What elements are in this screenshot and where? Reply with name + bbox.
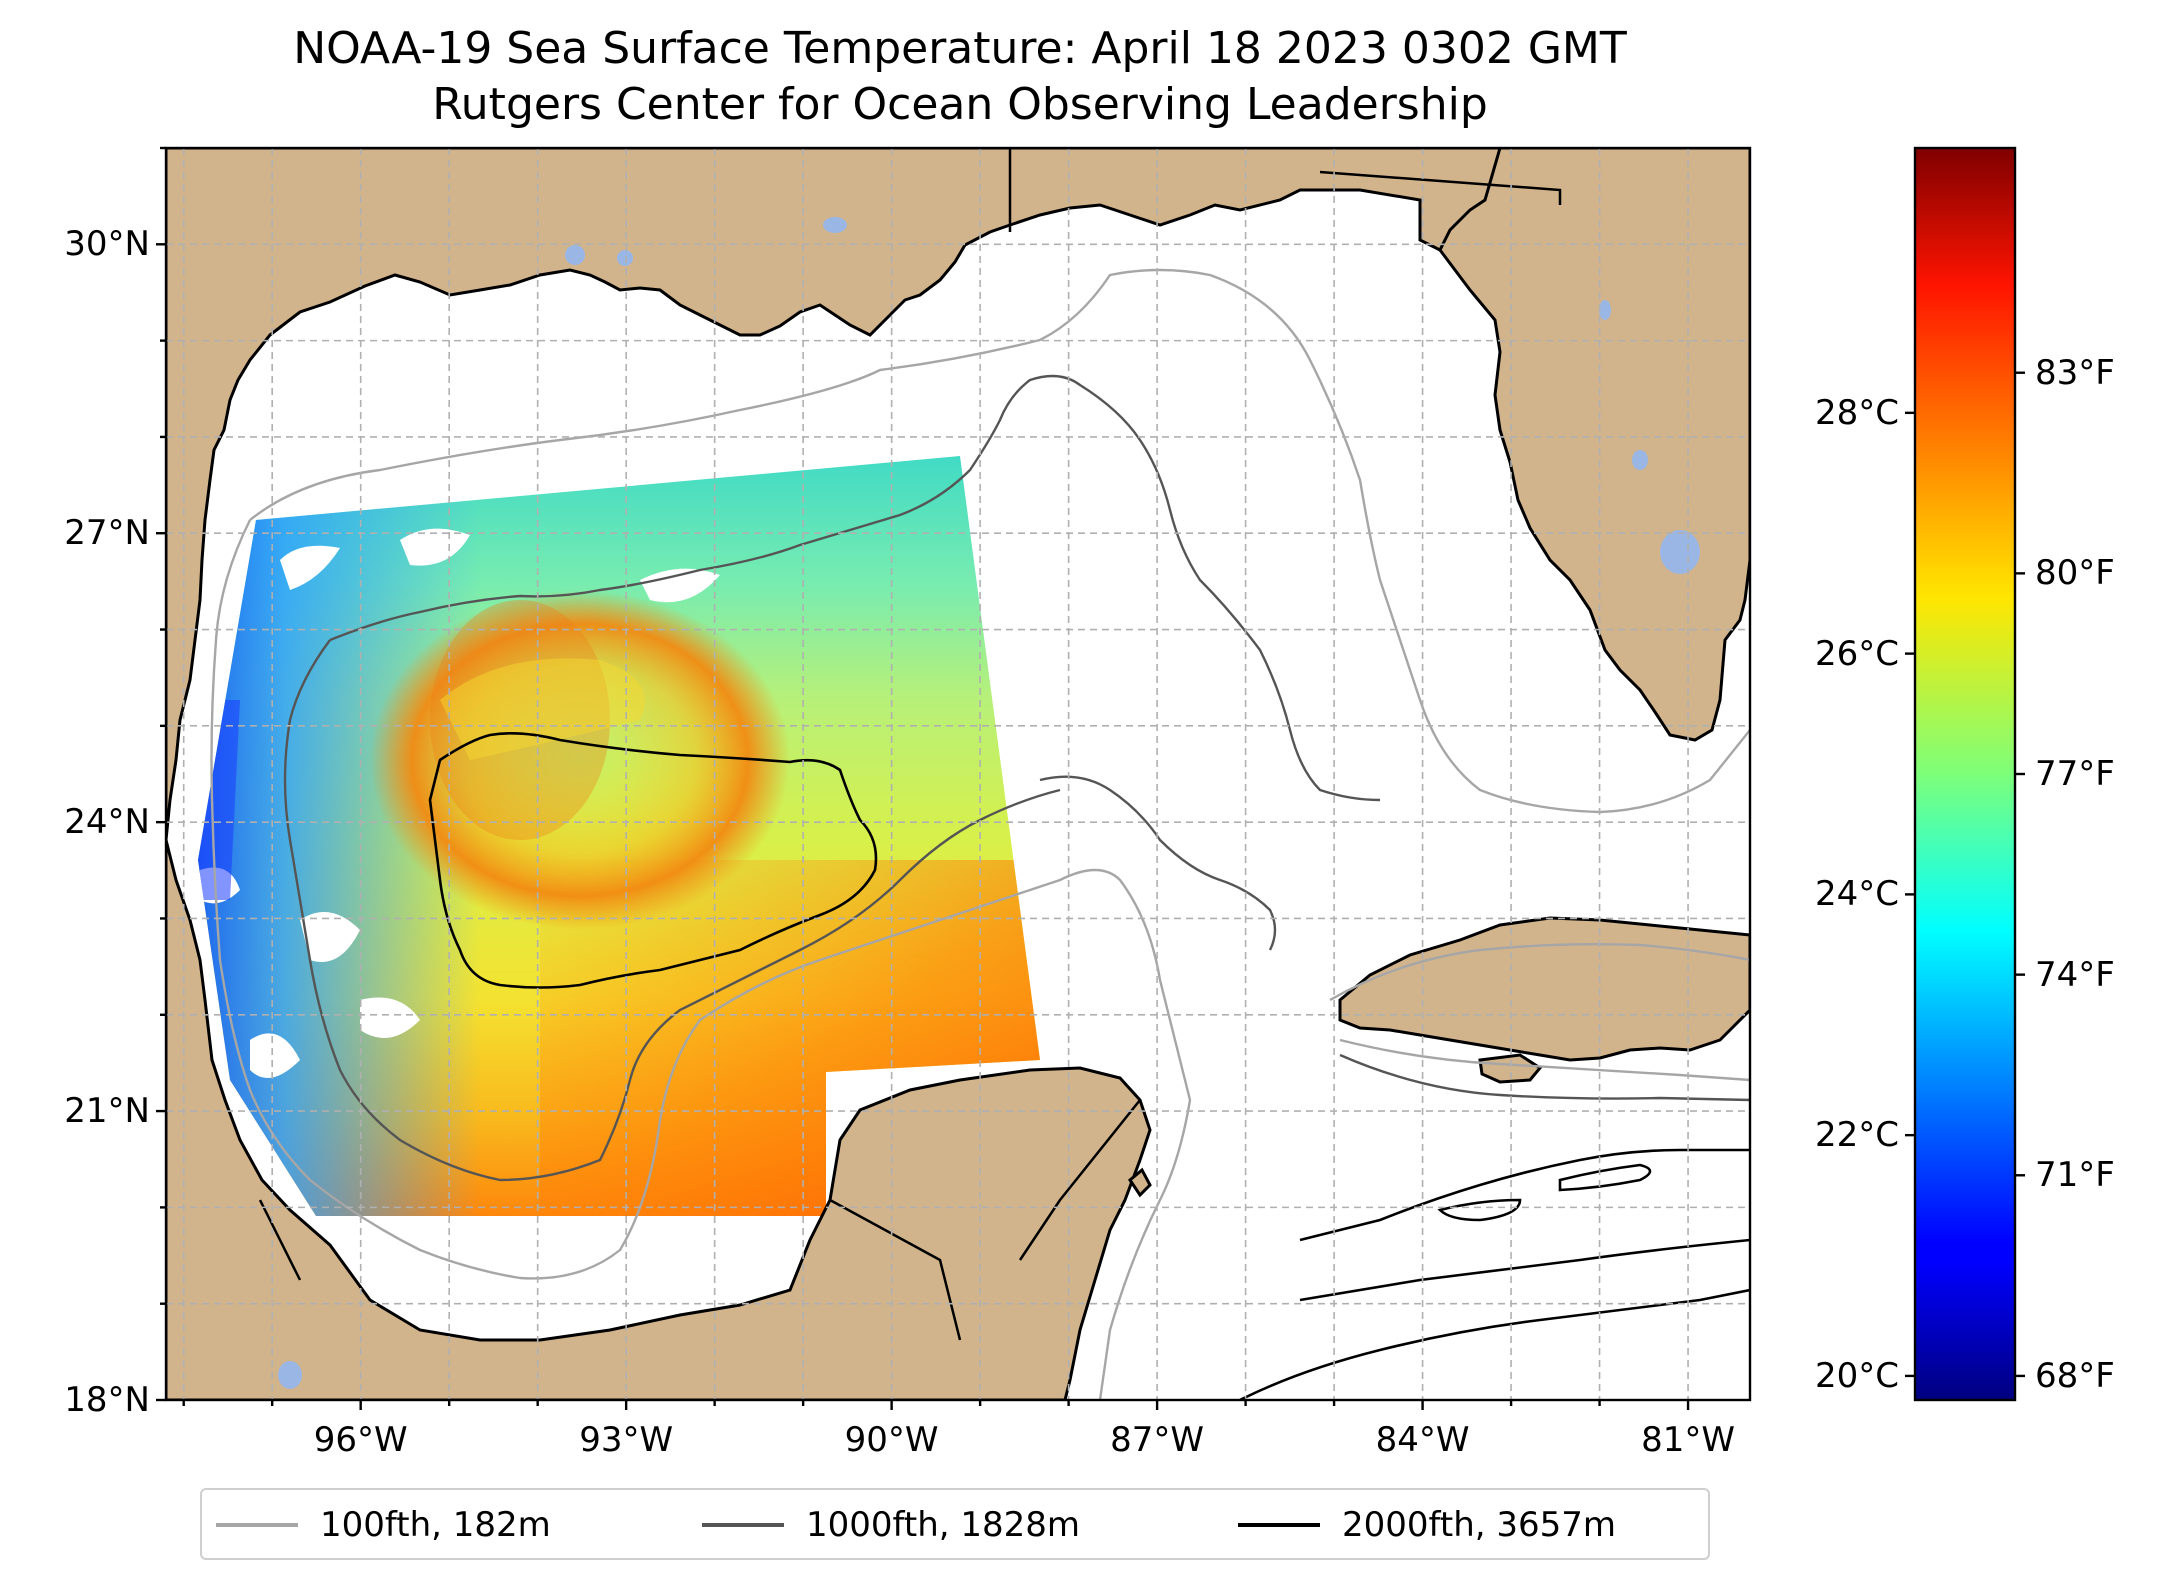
colorbar-celsius-label: 28°C [1814, 392, 1899, 433]
axis-ticks [156, 146, 1690, 1410]
colorbar-fahrenheit-label: 77°F [2035, 754, 2115, 794]
sst-swath [198, 456, 1040, 1216]
lon-tick-label: 93°W [579, 1420, 674, 1460]
colorbar-fahrenheit-label: 83°F [2035, 352, 2115, 393]
legend-swatch-1000fth [702, 1523, 784, 1527]
bathymetry-legend: 100fth, 182m 1000fth, 1828m 2000fth, 365… [200, 1488, 1710, 1560]
legend-item-1000fth: 1000fth, 1828m [702, 1502, 1080, 1548]
legend-label-1000fth: 1000fth, 1828m [806, 1505, 1081, 1545]
colorbar-ticks [1905, 371, 2025, 1378]
lon-tick-label: 90°W [844, 1420, 939, 1460]
contour-1000fth [283, 374, 1750, 1182]
lon-tick-label: 84°W [1375, 1420, 1470, 1460]
contour-2000fth [428, 732, 1750, 1400]
legend-label-2000fth: 2000fth, 3657m [1342, 1505, 1617, 1545]
land-mexico [166, 839, 1152, 1400]
colorbar-celsius-label: 22°C [1814, 1115, 1899, 1156]
lat-tick-label: 27°N [64, 513, 150, 554]
land-us-gulf-coast [166, 148, 1750, 841]
legend-item-2000fth: 2000fth, 3657m [1238, 1502, 1616, 1548]
lat-tick-label: 21°N [64, 1091, 150, 1132]
land [166, 148, 1750, 1400]
legend-label-100fth: 100fth, 182m [320, 1505, 551, 1545]
gridlines [166, 148, 1750, 1400]
chart-title: NOAA-19 Sea Surface Temperature: April 1… [293, 23, 1627, 74]
colorbar [1913, 146, 2017, 1402]
colorbar-fahrenheit-label: 80°F [2035, 553, 2115, 594]
colorbar-fahrenheit-label: 71°F [2035, 1155, 2115, 1196]
lat-tick-label: 18°N [64, 1380, 150, 1420]
colorbar-fahrenheit-label: 74°F [2035, 954, 2115, 995]
legend-item-100fth: 100fth, 182m [216, 1502, 551, 1548]
colorbar-fahrenheit-label: 68°F [2035, 1355, 2115, 1396]
map-frame [164, 146, 1752, 1402]
legend-swatch-2000fth [1238, 1523, 1320, 1527]
land-florida [1438, 148, 1750, 742]
lakes [278, 217, 1700, 1389]
land-isla-juventud [1478, 1053, 1543, 1084]
lon-tick-label: 96°W [313, 1420, 408, 1460]
lat-tick-label: 24°N [64, 802, 150, 843]
lat-tick-label: 30°N [64, 224, 150, 265]
contour-100fth [210, 268, 1750, 1400]
chart-subtitle: Rutgers Center for Ocean Observing Leade… [432, 79, 1488, 130]
colorbar-celsius-label: 26°C [1814, 633, 1899, 674]
land-cuba [1338, 916, 1750, 1062]
borders [258, 148, 1562, 1341]
colorbar-celsius-label: 24°C [1814, 874, 1899, 915]
lon-tick-label: 87°W [1110, 1420, 1205, 1460]
lon-tick-label: 81°W [1641, 1420, 1735, 1460]
legend-swatch-100fth [216, 1523, 298, 1527]
colorbar-celsius-label: 20°C [1814, 1355, 1899, 1396]
